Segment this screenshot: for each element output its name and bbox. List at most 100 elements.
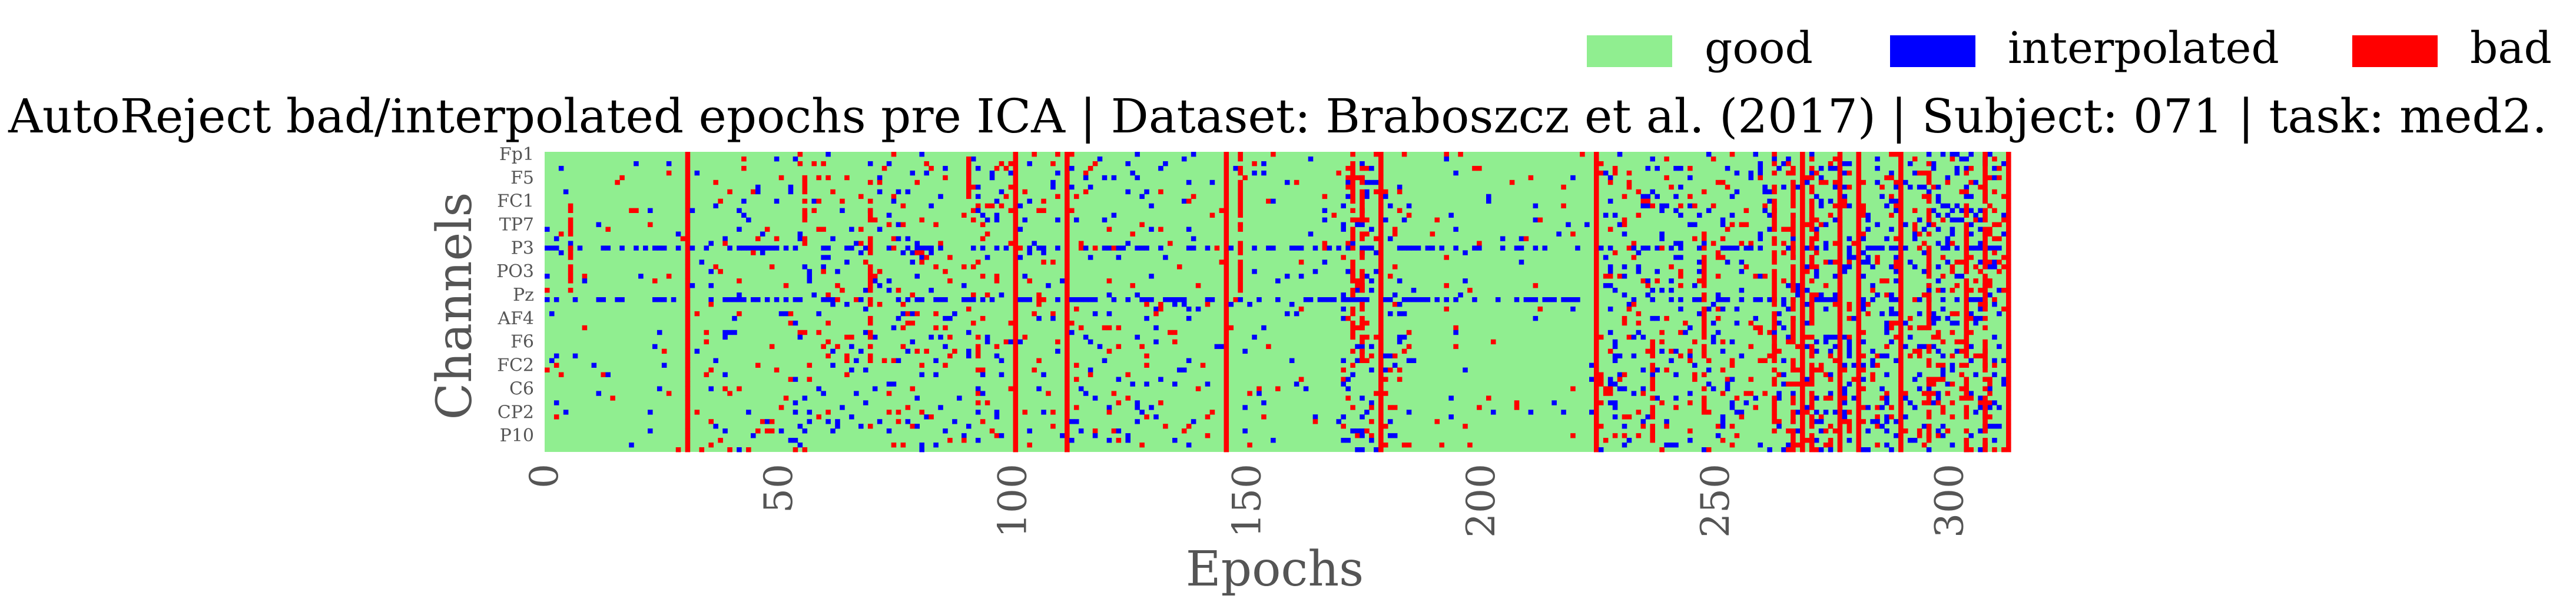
heatmap-cell — [1411, 358, 1417, 363]
heatmap-cell — [1762, 203, 1768, 209]
heatmap-cell — [1935, 198, 1941, 204]
heatmap-cell — [1688, 222, 1693, 227]
heatmap-cell — [1378, 400, 1384, 405]
heatmap-cell — [1791, 367, 1796, 372]
heatmap-cell — [1364, 297, 1370, 302]
heatmap-cell — [910, 250, 916, 255]
heatmap-cell — [1954, 311, 1960, 317]
heatmap-cell — [1809, 334, 1815, 340]
heatmap-cell — [661, 348, 667, 354]
y-tick-label: PO3 — [496, 261, 534, 282]
heatmap-cell — [1593, 203, 1599, 209]
heatmap-cell — [1856, 189, 1862, 195]
heatmap-cell — [1003, 194, 1009, 199]
heatmap-cell — [896, 297, 901, 302]
heatmap-cell — [1350, 231, 1355, 237]
heatmap-cell — [2006, 175, 2011, 181]
heatmap-cell — [1224, 179, 1229, 185]
heatmap-cell — [1800, 170, 1805, 176]
heatmap-cell — [999, 358, 1004, 363]
heatmap-cell — [1176, 264, 1182, 270]
heatmap-cell — [1603, 255, 1609, 260]
heatmap-cell — [1856, 245, 1862, 251]
heatmap-cell — [1786, 447, 1791, 453]
heatmap-cell — [1106, 405, 1112, 410]
heatmap-cell — [1720, 245, 1726, 251]
y-tick-label: FC1 — [497, 191, 534, 212]
heatmap-cell — [1791, 264, 1796, 270]
heatmap-cell — [1168, 241, 1173, 246]
heatmap-cell — [1139, 344, 1145, 350]
heatmap-cell — [1650, 367, 1655, 372]
heatmap-cell — [896, 236, 901, 241]
heatmap-cell — [962, 438, 967, 443]
heatmap-cell — [1041, 245, 1046, 251]
heatmap-cell — [1392, 227, 1398, 232]
heatmap-cell — [685, 353, 691, 359]
heatmap-cell — [685, 443, 691, 448]
heatmap-cell — [1271, 152, 1276, 157]
heatmap-cell — [1378, 156, 1384, 162]
y-tick-label: C6 — [509, 378, 534, 399]
heatmap-cell — [1467, 443, 1473, 448]
heatmap-cell — [1013, 414, 1019, 420]
heatmap-cell — [947, 334, 953, 340]
heatmap-cell — [1013, 306, 1019, 312]
heatmap-cell — [1360, 175, 1365, 181]
heatmap-cell — [1959, 208, 1965, 213]
heatmap-cell — [1926, 288, 1932, 293]
heatmap-cell — [1940, 405, 1946, 410]
heatmap-cell — [1073, 377, 1079, 382]
heatmap-cell — [1889, 320, 1894, 326]
heatmap-cell — [1795, 410, 1801, 415]
heatmap-cell — [1997, 288, 2002, 293]
heatmap-cell — [1954, 274, 1960, 279]
heatmap-cell — [1772, 400, 1777, 405]
heatmap-cell — [1341, 306, 1346, 312]
heatmap-cell — [1837, 428, 1843, 434]
heatmap-cell — [1593, 194, 1599, 199]
heatmap-cell — [2006, 152, 2011, 157]
heatmap-cell — [1814, 231, 1819, 237]
heatmap-cell — [1593, 339, 1599, 345]
heatmap-cell — [1463, 424, 1468, 429]
heatmap-cell — [1078, 325, 1084, 331]
heatmap-cell — [1360, 297, 1365, 302]
heatmap-cell — [1884, 292, 1889, 298]
heatmap-cell — [685, 348, 691, 354]
heatmap-cell — [1186, 424, 1192, 429]
heatmap-cell — [1008, 170, 1014, 176]
heatmap-cell — [1945, 245, 1951, 251]
heatmap-cell — [966, 330, 972, 335]
y-tick-label: P10 — [500, 425, 534, 446]
heatmap-cell — [1879, 405, 1885, 410]
heatmap-cell — [825, 339, 831, 345]
heatmap-cell — [1791, 189, 1796, 195]
heatmap-cell — [1701, 255, 1707, 260]
heatmap-cell — [1013, 315, 1019, 321]
heatmap-cell — [1622, 386, 1627, 391]
heatmap-cell — [1364, 428, 1370, 434]
heatmap-cell — [1065, 222, 1070, 227]
heatmap-cell — [1809, 212, 1815, 218]
heatmap-cell — [1181, 428, 1187, 434]
heatmap-cell — [1800, 241, 1805, 246]
heatmap-cell — [1378, 339, 1384, 345]
heatmap-cell — [1378, 377, 1384, 382]
heatmap-cell — [1781, 325, 1786, 331]
heatmap-cell — [1964, 386, 1970, 391]
heatmap-cell — [1758, 170, 1763, 176]
heatmap-cell — [943, 269, 948, 274]
heatmap-cell — [1912, 377, 1918, 382]
heatmap-cell — [1795, 292, 1801, 298]
heatmap-cell — [769, 419, 775, 424]
heatmap-cell — [943, 175, 948, 181]
heatmap-cell — [1013, 424, 1019, 429]
heatmap-cell — [1477, 405, 1482, 410]
heatmap-cell — [835, 297, 840, 302]
heatmap-cell — [1889, 194, 1894, 199]
heatmap-cell — [1795, 428, 1801, 434]
heatmap-cell — [1837, 217, 1843, 222]
heatmap-cell — [746, 245, 751, 251]
heatmap-cell — [1865, 260, 1871, 265]
